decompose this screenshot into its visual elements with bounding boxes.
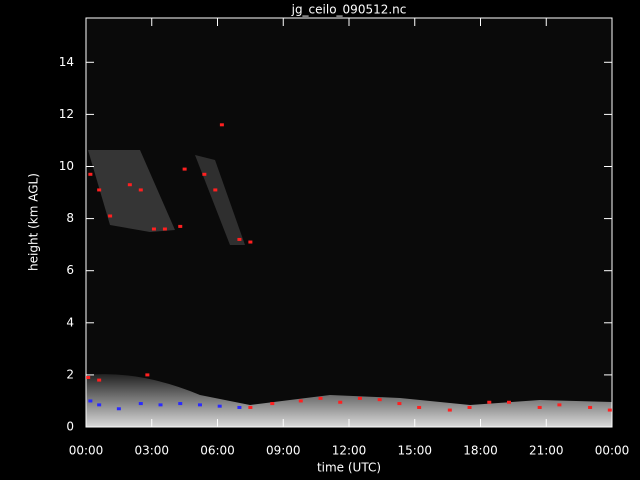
cloud-base-point bbox=[88, 399, 93, 403]
cloud-base-point bbox=[88, 172, 93, 176]
x-tick-label: 06:00 bbox=[200, 444, 235, 458]
cirrus-backscatter bbox=[195, 155, 245, 245]
x-tick-label: 18:00 bbox=[463, 444, 498, 458]
cloud-base-point bbox=[397, 402, 402, 406]
cloud-base-point bbox=[127, 183, 132, 187]
cloud-base-point bbox=[537, 405, 542, 409]
cloud-base-point bbox=[138, 188, 143, 192]
cloud-base-point bbox=[108, 214, 113, 218]
cloud-base-point bbox=[248, 405, 253, 409]
cloud-base-point bbox=[158, 403, 163, 407]
y-tick-label: 4 bbox=[66, 315, 74, 329]
cloud-base-point bbox=[318, 396, 323, 400]
x-tick-label: 12:00 bbox=[332, 444, 367, 458]
cloud-base-point bbox=[506, 400, 511, 404]
cloud-base-point bbox=[213, 188, 218, 192]
cloud-base-point bbox=[202, 172, 207, 176]
cloud-base-point bbox=[377, 398, 382, 402]
cloud-base-point bbox=[97, 188, 102, 192]
cloud-base-point bbox=[97, 378, 102, 382]
cloud-base-point bbox=[467, 405, 472, 409]
cloud-base-point bbox=[487, 400, 492, 404]
y-axis-label: height (km AGL) bbox=[27, 173, 41, 271]
y-tick-label: 12 bbox=[59, 107, 74, 121]
y-tick-label: 14 bbox=[59, 55, 74, 69]
cloud-base-point bbox=[237, 405, 242, 409]
y-tick-label: 10 bbox=[59, 159, 74, 173]
x-tick-label: 00:00 bbox=[595, 444, 630, 458]
y-tick-label: 8 bbox=[66, 211, 74, 225]
plot-area bbox=[86, 18, 612, 427]
cloud-base-point bbox=[197, 403, 202, 407]
x-tick-label: 03:00 bbox=[134, 444, 169, 458]
x-tick-label: 15:00 bbox=[397, 444, 432, 458]
cloud-base-point bbox=[178, 402, 183, 406]
cloud-base-point bbox=[178, 224, 183, 228]
cloud-base-point bbox=[588, 405, 593, 409]
cloud-base-point bbox=[162, 227, 167, 231]
x-tick-label: 21:00 bbox=[529, 444, 564, 458]
cloud-base-point bbox=[182, 167, 187, 171]
y-tick-label: 0 bbox=[66, 420, 74, 434]
x-tick-label: 00:00 bbox=[69, 444, 104, 458]
cloud-base-point bbox=[97, 403, 102, 407]
cloud-base-point bbox=[151, 227, 156, 231]
chart-title: jg_ceilo_090512.nc bbox=[291, 3, 407, 17]
cloud-base-point bbox=[270, 402, 275, 406]
cloud-base-point bbox=[217, 404, 222, 408]
x-tick-label: 09:00 bbox=[266, 444, 301, 458]
cirrus-backscatter bbox=[88, 150, 175, 232]
cloud-base-point bbox=[557, 403, 562, 407]
cloud-base-point bbox=[357, 396, 362, 400]
cloud-base-point bbox=[145, 373, 150, 377]
cloud-base-point bbox=[116, 407, 121, 411]
cloud-base-point bbox=[248, 240, 253, 244]
y-tick-label: 2 bbox=[66, 367, 74, 381]
cloud-base-point bbox=[338, 400, 343, 404]
cloud-base-point bbox=[298, 399, 303, 403]
y-tick-label: 6 bbox=[66, 263, 74, 277]
cloud-base-point bbox=[138, 402, 143, 406]
cloud-base-point bbox=[607, 408, 612, 412]
cloud-base-point bbox=[447, 408, 452, 412]
backscatter-band bbox=[86, 374, 612, 427]
cloud-base-point bbox=[417, 405, 422, 409]
cloud-base-point bbox=[219, 123, 224, 127]
x-axis-label: time (UTC) bbox=[317, 461, 381, 475]
cloud-base-point bbox=[86, 376, 91, 380]
cloud-base-point bbox=[237, 237, 242, 241]
